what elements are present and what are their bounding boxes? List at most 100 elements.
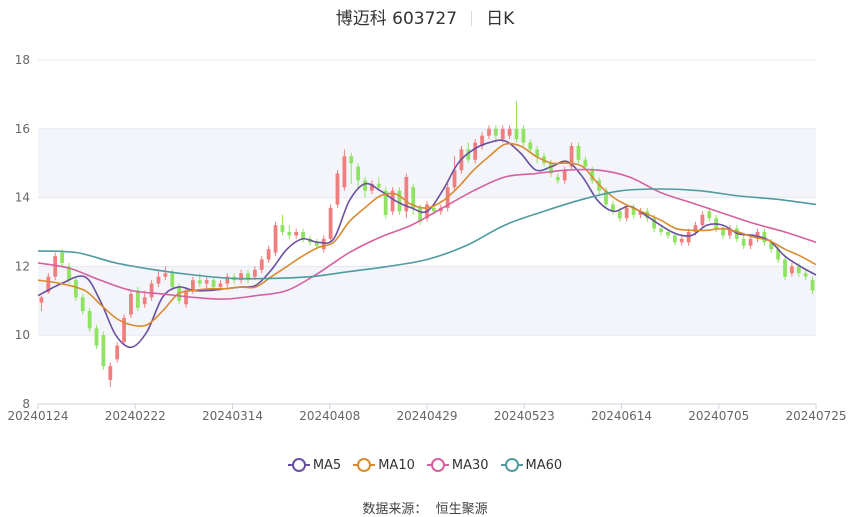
candle[interactable] <box>803 269 808 281</box>
plot-band-layer <box>38 128 816 336</box>
candle[interactable] <box>170 269 175 291</box>
candle[interactable] <box>728 225 732 239</box>
candle[interactable] <box>672 232 677 246</box>
source-label: 数据来源： <box>362 502 428 517</box>
candle[interactable] <box>528 139 533 153</box>
y-tick-label: 14 <box>15 191 30 205</box>
candle[interactable] <box>748 235 753 250</box>
candle[interactable] <box>349 152 354 184</box>
candle[interactable] <box>342 149 347 191</box>
legend-item-ma60[interactable]: MA60 <box>500 458 562 473</box>
candle[interactable] <box>390 187 395 215</box>
candle[interactable] <box>122 314 126 346</box>
grid-layer <box>38 59 816 405</box>
x-tick-label: 20240725 <box>785 409 846 423</box>
plot-band <box>38 128 816 198</box>
candle[interactable] <box>535 146 540 164</box>
candle[interactable] <box>53 252 58 281</box>
x-tick-label: 20240314 <box>202 409 263 423</box>
chart-subtitle[interactable]: 日K <box>486 9 515 29</box>
x-tick-label: 20240408 <box>299 409 360 423</box>
y-tick-label: 16 <box>15 122 30 136</box>
candle[interactable] <box>404 173 409 219</box>
candle[interactable] <box>363 176 367 198</box>
candle[interactable] <box>376 176 381 191</box>
candle[interactable] <box>679 235 684 246</box>
series-line-ma30 <box>37 168 817 300</box>
candle[interactable] <box>370 180 374 195</box>
candle[interactable] <box>790 262 794 277</box>
candle[interactable] <box>246 269 250 284</box>
candle[interactable] <box>328 204 333 243</box>
candle[interactable] <box>87 307 92 332</box>
candle[interactable] <box>487 125 491 140</box>
legend-swatch <box>426 458 449 472</box>
candle[interactable] <box>142 290 147 308</box>
candle[interactable] <box>762 228 767 246</box>
candle[interactable] <box>80 293 85 315</box>
candle[interactable] <box>507 125 512 140</box>
legend-item-ma10[interactable]: MA10 <box>353 458 415 473</box>
candle[interactable] <box>239 269 243 284</box>
candle[interactable] <box>252 266 257 281</box>
candle[interactable] <box>411 183 416 215</box>
x-tick-label: 20240523 <box>494 409 555 423</box>
candle[interactable] <box>707 207 712 222</box>
legend-label: MA30 <box>451 458 489 473</box>
x-tick-label: 20240222 <box>105 409 166 423</box>
candle[interactable] <box>287 225 292 239</box>
candle[interactable] <box>301 228 305 243</box>
plot-band <box>38 266 816 336</box>
candle[interactable] <box>101 331 106 370</box>
candle[interactable] <box>129 290 133 318</box>
candle[interactable] <box>397 187 402 215</box>
candle[interactable] <box>810 276 815 294</box>
legend-item-ma5[interactable]: MA5 <box>287 458 341 473</box>
x-tick-label: 20240705 <box>688 409 749 423</box>
candle[interactable] <box>273 221 278 257</box>
candle[interactable] <box>280 214 285 236</box>
candle[interactable] <box>741 235 746 250</box>
candle[interactable] <box>115 342 120 363</box>
candle[interactable] <box>94 324 99 349</box>
candle[interactable] <box>686 228 691 246</box>
candle[interactable] <box>659 225 663 236</box>
y-tick-label: 18 <box>15 53 30 67</box>
candle[interactable] <box>266 245 271 263</box>
candle[interactable] <box>335 170 340 208</box>
y-tick-label: 12 <box>15 259 30 273</box>
candle[interactable] <box>356 163 361 188</box>
candle[interactable] <box>611 201 615 215</box>
candle[interactable] <box>480 132 484 150</box>
candle[interactable] <box>225 273 230 288</box>
legend-swatch <box>353 458 376 472</box>
candle[interactable] <box>452 156 457 191</box>
candle[interactable] <box>321 235 326 253</box>
candle[interactable] <box>521 125 526 146</box>
candle[interactable] <box>73 276 78 301</box>
candle[interactable] <box>383 187 388 219</box>
candle[interactable] <box>39 295 44 312</box>
candle[interactable] <box>259 256 264 274</box>
candle[interactable] <box>583 156 588 171</box>
source-value: 恒生聚源 <box>435 502 488 517</box>
candle[interactable] <box>721 225 725 239</box>
candle[interactable] <box>156 269 161 288</box>
candle[interactable] <box>493 125 498 143</box>
candle[interactable] <box>149 280 154 301</box>
candle[interactable] <box>700 211 705 229</box>
candle[interactable] <box>473 139 478 164</box>
legend-item-ma30[interactable]: MA30 <box>426 458 489 473</box>
candle[interactable] <box>514 101 519 143</box>
candle[interactable] <box>163 266 168 281</box>
candle[interactable] <box>294 228 299 239</box>
candle[interactable] <box>783 256 787 281</box>
series-line-ma60 <box>37 188 817 280</box>
y-tick-label: 8 <box>22 397 30 411</box>
candle[interactable] <box>555 173 560 184</box>
legend-label: MA10 <box>378 458 415 473</box>
series-line-ma5 <box>37 139 817 349</box>
candle[interactable] <box>576 142 581 164</box>
candle[interactable] <box>638 207 643 219</box>
candle[interactable] <box>108 362 113 387</box>
